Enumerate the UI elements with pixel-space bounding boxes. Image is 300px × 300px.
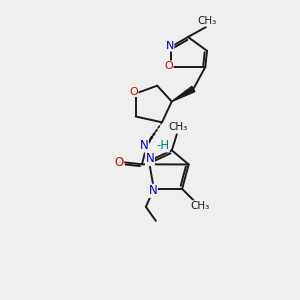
Text: CH₃: CH₃ [190, 201, 210, 211]
Text: -H: -H [156, 139, 169, 152]
Text: N: N [146, 152, 154, 166]
Text: O: O [129, 86, 138, 97]
Text: CH₃: CH₃ [168, 122, 188, 132]
Text: N: N [140, 139, 148, 152]
Text: O: O [164, 61, 173, 71]
Polygon shape [172, 86, 195, 101]
Text: N: N [148, 184, 157, 197]
Text: N: N [166, 41, 174, 51]
Text: O: O [114, 156, 124, 169]
Text: CH₃: CH₃ [197, 16, 217, 26]
